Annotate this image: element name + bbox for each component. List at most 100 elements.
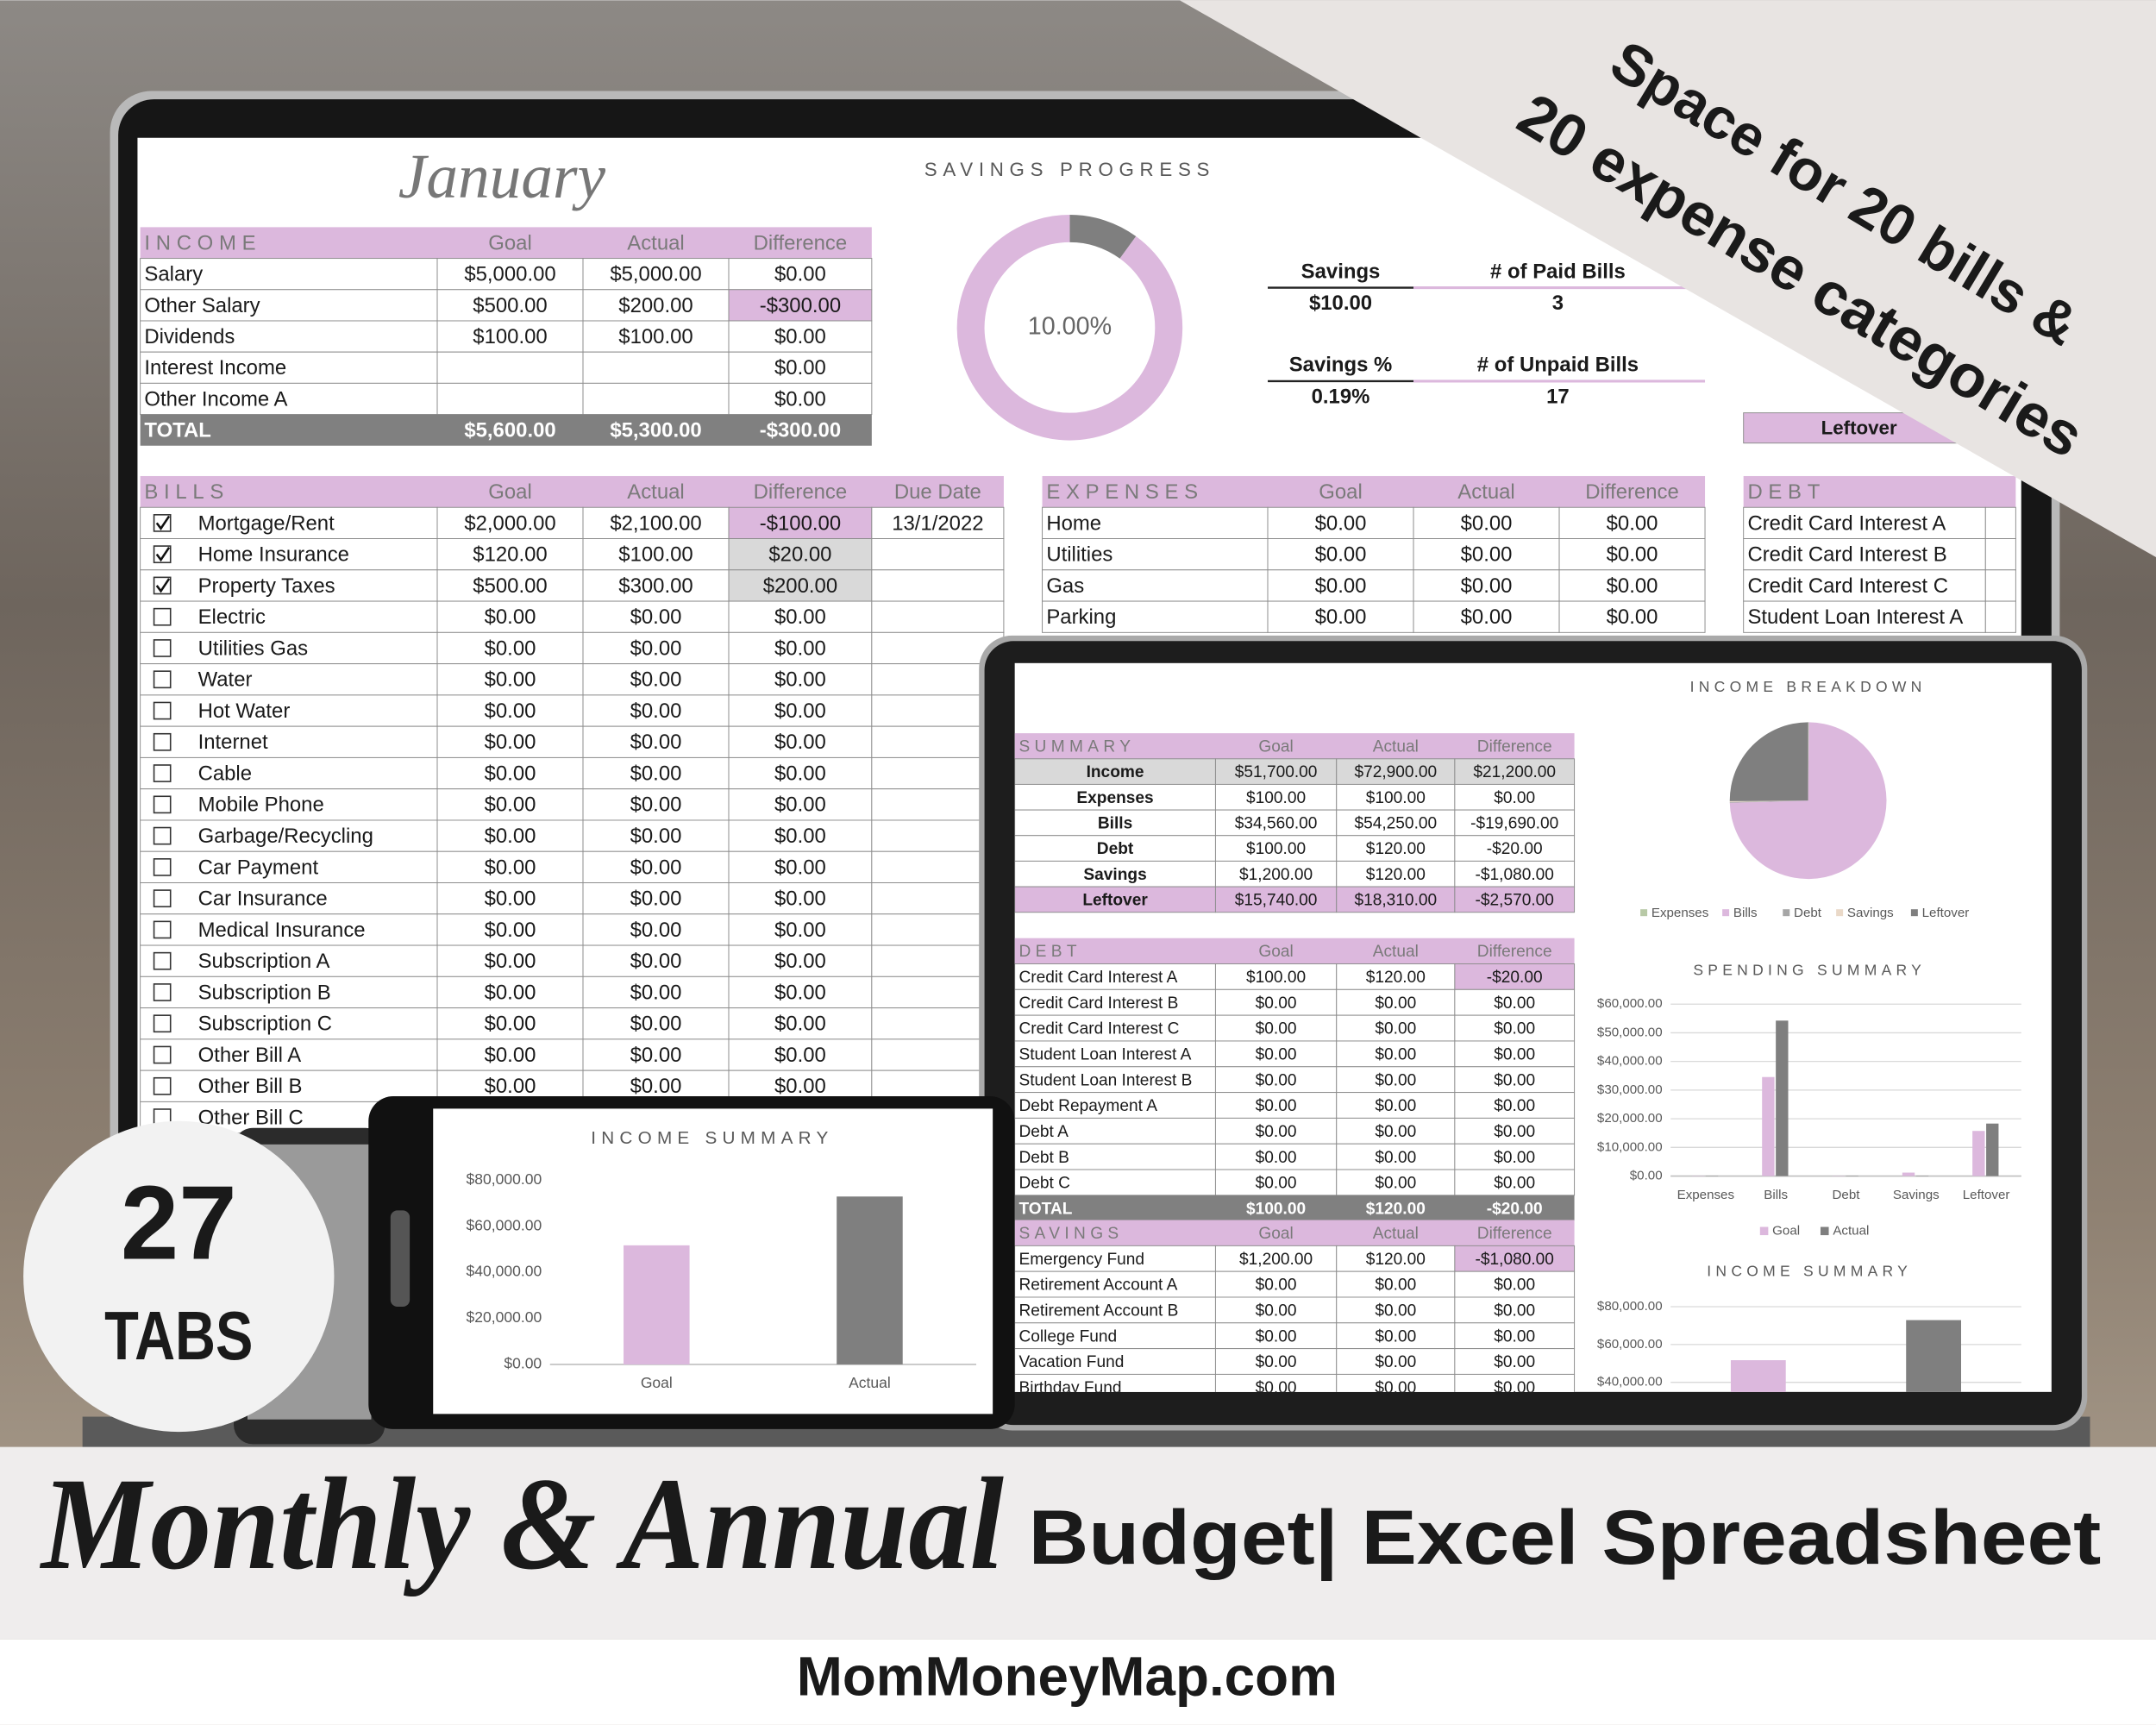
x-tick-label: Expenses bbox=[1677, 1188, 1735, 1202]
cell bbox=[1454, 988, 1576, 1016]
legend-swatch bbox=[1783, 909, 1790, 917]
cell bbox=[436, 663, 584, 696]
cell bbox=[1014, 1066, 1216, 1094]
site-url: MomMoneyMap.com bbox=[797, 1646, 1338, 1708]
phone-button bbox=[390, 1210, 411, 1307]
row-label: Expenses bbox=[1076, 789, 1153, 807]
cell-value: $2,100.00 bbox=[610, 511, 701, 535]
cell-value: 13/1/2022 bbox=[892, 511, 983, 535]
cell-value: $0.00 bbox=[630, 888, 682, 911]
row-label: Salary bbox=[144, 263, 203, 286]
donut-segment bbox=[1069, 215, 1137, 260]
row-label: Other Bill B bbox=[198, 1075, 303, 1098]
cell bbox=[728, 382, 873, 416]
x-tick-label: Debt bbox=[1832, 1188, 1860, 1202]
table-title: EXPENSES bbox=[1046, 480, 1203, 504]
row-label: Utilities bbox=[1046, 543, 1112, 567]
pie-slice bbox=[1729, 722, 1887, 880]
cell-value: $34,560.00 bbox=[1235, 815, 1318, 833]
cell-value: $0.00 bbox=[1315, 511, 1367, 535]
legend-swatch bbox=[1820, 1226, 1829, 1236]
cell-value: $72,900.00 bbox=[1354, 763, 1437, 781]
table-header bbox=[1042, 475, 1706, 508]
cell-value: $0.00 bbox=[485, 1044, 536, 1067]
row-label: Home bbox=[1046, 511, 1101, 535]
cell-value: $0.00 bbox=[1256, 1149, 1297, 1167]
checkbox bbox=[153, 607, 172, 626]
cell bbox=[1214, 1296, 1338, 1324]
cell bbox=[436, 258, 584, 291]
cell bbox=[1454, 1322, 1576, 1350]
stat-label: Savings bbox=[1301, 260, 1381, 283]
checkmark bbox=[155, 546, 171, 562]
cell bbox=[1214, 1014, 1338, 1042]
cell-value: $0.00 bbox=[630, 605, 682, 629]
cell bbox=[140, 289, 438, 322]
bar bbox=[1906, 1320, 1961, 1392]
cell bbox=[728, 756, 873, 790]
cell-value: $0.00 bbox=[485, 731, 536, 754]
stat-label: # of Paid Bills bbox=[1490, 260, 1626, 283]
cell bbox=[140, 975, 438, 1009]
cell bbox=[1743, 506, 1986, 540]
cell-value: $0.00 bbox=[630, 668, 682, 692]
cell bbox=[1558, 600, 1706, 633]
cell-value: $0.00 bbox=[1256, 1097, 1297, 1115]
cell-value: $0.00 bbox=[1256, 1353, 1297, 1371]
column-header: Actual bbox=[1457, 480, 1514, 504]
cell-value: $100.00 bbox=[1246, 840, 1306, 858]
row-label: Hot Water bbox=[198, 699, 291, 723]
total-value: $120.00 bbox=[1366, 1200, 1426, 1218]
cell bbox=[436, 600, 584, 633]
cell-value: $0.00 bbox=[774, 1075, 826, 1098]
cell bbox=[871, 506, 1005, 540]
checkbox bbox=[153, 670, 172, 689]
phone-chart: INCOME SUMMARY $0.00 $20,000.00 $40,000.00 $… bbox=[467, 1128, 977, 1391]
cell-value: $300.00 bbox=[618, 574, 693, 598]
cell bbox=[1214, 1117, 1338, 1145]
cell-value: -$300.00 bbox=[760, 294, 841, 317]
cell-value: $0.00 bbox=[630, 1013, 682, 1036]
cell bbox=[1454, 783, 1576, 811]
cell bbox=[1336, 1270, 1456, 1298]
legend-label: Bills bbox=[1733, 906, 1758, 920]
cell-value: $0.00 bbox=[1375, 1327, 1416, 1346]
row-label: Debt C bbox=[1018, 1175, 1070, 1193]
cell bbox=[582, 975, 730, 1009]
checkbox bbox=[153, 1076, 172, 1095]
cell-value: $0.00 bbox=[1494, 1379, 1535, 1397]
cell-value: $0.00 bbox=[485, 699, 536, 723]
pie-slice bbox=[1808, 722, 1809, 801]
cell bbox=[140, 944, 438, 977]
cell-value: $0.00 bbox=[1494, 1276, 1535, 1295]
row-label: Other Income A bbox=[144, 387, 287, 411]
cell bbox=[1267, 538, 1414, 571]
cell bbox=[140, 258, 438, 291]
cell bbox=[1336, 783, 1456, 811]
cell-value: $5,000.00 bbox=[610, 263, 701, 286]
cell bbox=[1336, 988, 1456, 1016]
cell bbox=[1014, 963, 1216, 990]
stat-value: 0.19% bbox=[1312, 385, 1370, 408]
table-header bbox=[140, 475, 1004, 508]
cell bbox=[728, 944, 873, 977]
table-header bbox=[1014, 733, 1575, 759]
row-label: Birthday Fund bbox=[1018, 1379, 1121, 1397]
stat-label: # of Unpaid Bills bbox=[1477, 354, 1639, 377]
cell bbox=[1214, 1348, 1338, 1375]
total-row bbox=[140, 414, 872, 446]
cell bbox=[1214, 1143, 1338, 1170]
cell-value: $100.00 bbox=[1366, 789, 1426, 807]
cell-value: $100.00 bbox=[618, 543, 693, 567]
table-header bbox=[1014, 1220, 1575, 1246]
cell bbox=[1454, 1117, 1576, 1145]
cell bbox=[1214, 1092, 1338, 1119]
row-label: Garbage/Recycling bbox=[198, 825, 373, 848]
cell-value: $0.00 bbox=[1375, 1097, 1416, 1115]
cell bbox=[1214, 758, 1338, 785]
cell-value: $0.00 bbox=[1494, 994, 1535, 1013]
cell bbox=[436, 569, 584, 602]
cell bbox=[871, 538, 1005, 571]
checkbox bbox=[153, 764, 172, 782]
badge-label: TABS bbox=[104, 1297, 253, 1374]
